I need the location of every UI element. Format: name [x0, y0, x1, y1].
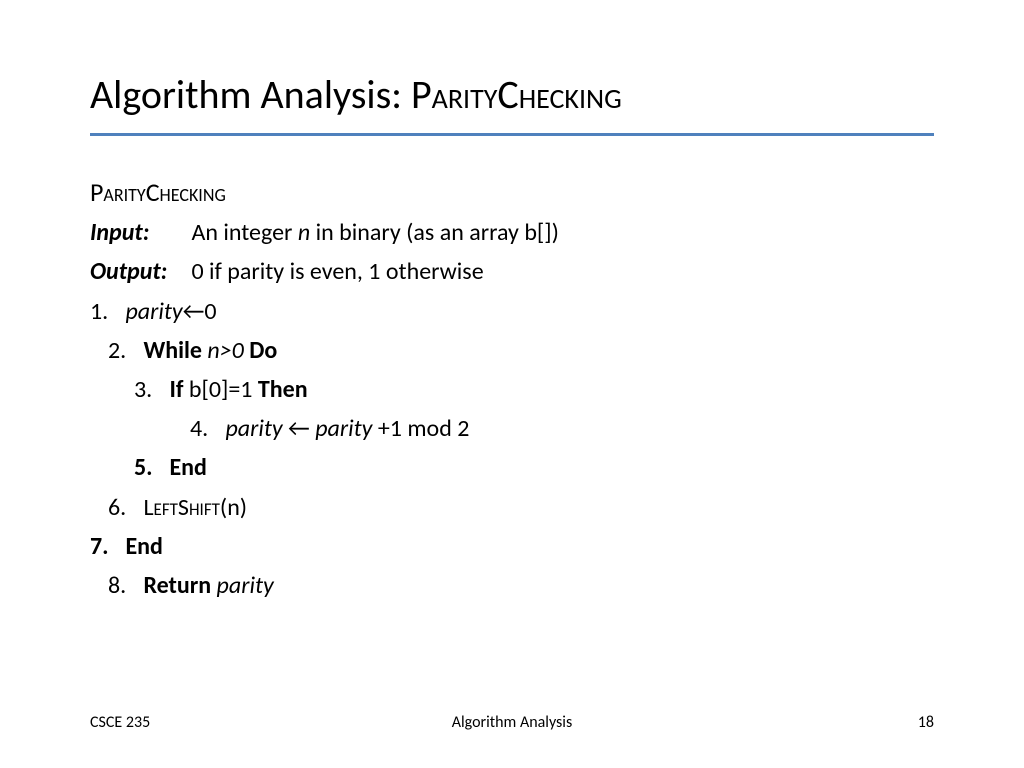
line-3-num: 3.	[134, 371, 164, 408]
input-var: n	[298, 218, 310, 247]
line-3: 3. If b[0]=1 Then	[90, 371, 934, 408]
algo-heading: ParityChecking	[90, 172, 934, 212]
line-8-var: parity	[211, 571, 274, 600]
input-text-2: in binary (as an array b[])	[310, 218, 559, 247]
line-4-v1: parity	[225, 414, 282, 443]
footer-center: Algorithm Analysis	[0, 713, 1024, 732]
line-1-rest: ←0	[183, 297, 217, 326]
line-4-rest: +1 mod 2	[372, 414, 469, 443]
line-2-do: Do	[249, 336, 277, 365]
input-text-1: An integer	[191, 218, 297, 247]
output-label: Output:	[90, 253, 186, 290]
line-5-end: End	[169, 453, 206, 482]
input-label: Input:	[90, 214, 186, 251]
line-7: 7. End	[90, 528, 934, 565]
line-8: 8. Return parity	[90, 567, 934, 604]
title-prefix: Algorithm Analysis:	[90, 70, 411, 119]
line-7-num: 7.	[90, 528, 120, 565]
line-7-end: End	[125, 532, 162, 561]
line-6-arg: (n)	[220, 493, 247, 522]
line-4-arrow: ←	[283, 414, 316, 443]
line-3-cond: b[0]=1	[183, 375, 257, 404]
line-3-then: Then	[258, 375, 308, 404]
line-5-num: 5.	[134, 449, 164, 486]
slide-title: Algorithm Analysis: ParityChecking	[90, 70, 934, 119]
line-4: 4. parity ← parity +1 mod 2	[90, 410, 934, 447]
line-2-num: 2.	[108, 332, 138, 369]
line-6: 6. LeftShift(n)	[90, 489, 934, 526]
output-line: Output: 0 if parity is even, 1 otherwise	[90, 253, 934, 290]
line-2: 2. While n>0 Do	[90, 332, 934, 369]
output-text: 0 if parity is even, 1 otherwise	[191, 257, 483, 286]
footer: CSCE 235 Algorithm Analysis 18	[0, 713, 1024, 732]
title-algo-name: ParityChecking	[411, 70, 622, 119]
line-1-var: parity	[125, 297, 182, 326]
line-8-ret: Return	[143, 571, 211, 600]
line-8-num: 8.	[108, 567, 138, 604]
line-1: 1. parity←0	[90, 293, 934, 330]
line-4-num: 4.	[190, 410, 220, 447]
slide: Algorithm Analysis: ParityChecking Parit…	[0, 0, 1024, 768]
line-6-num: 6.	[108, 489, 138, 526]
line-5: 5. End	[90, 449, 934, 486]
line-6-call: LeftShift	[143, 493, 219, 522]
line-1-num: 1.	[90, 293, 120, 330]
input-line: Input: An integer n in binary (as an arr…	[90, 214, 934, 251]
line-3-if: If	[169, 375, 183, 404]
line-2-cond: n>0	[202, 336, 249, 365]
slide-body: ParityChecking Input: An integer n in bi…	[90, 172, 934, 604]
title-underline	[90, 133, 934, 136]
line-4-v2: parity	[315, 414, 372, 443]
line-2-while: While	[143, 336, 202, 365]
